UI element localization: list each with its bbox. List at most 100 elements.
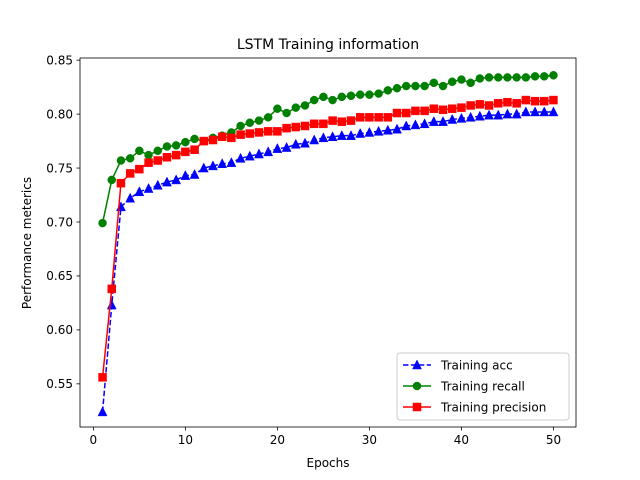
y-tick-label-6: 0.85 [46,53,73,67]
data-point-s1-50 [548,106,559,117]
data-point-s3-17 [245,129,255,138]
y-axis: 0.55 0.60 0.65 0.70 0.75 0.80 0.85 [46,53,80,391]
x-tick-label-0: 0 [90,433,98,447]
data-point-s2-33 [392,83,402,93]
data-point-s2-30 [365,90,374,99]
data-point-s2-36 [420,81,429,91]
data-point-s3-2 [107,284,116,294]
legend-marker-1 [412,359,422,370]
data-point-s2-22 [291,103,301,112]
x-tick-label-10: 10 [178,433,193,447]
data-point-s2-31 [374,89,383,98]
data-point-s1-44 [493,109,504,120]
data-point-s1-42 [474,110,485,121]
legend-box [396,352,570,421]
data-point-s3-31 [374,113,383,122]
data-point-s1-41 [465,111,476,122]
chart-title: LSTM Training information [237,37,419,53]
data-point-s1-22 [290,138,301,149]
data-point-s1-46 [511,108,522,119]
data-point-s3-18 [254,128,264,137]
data-point-s1-18 [254,148,264,159]
data-point-s2-6 [144,150,153,160]
legend-item-2: Training recall [403,379,525,393]
data-point-s3-46 [512,99,521,108]
data-point-s2-23 [300,101,310,110]
data-point-s2-9 [171,141,181,150]
data-point-s3-45 [503,97,512,107]
data-point-s3-32 [383,113,393,122]
legend-marker-3 [412,402,422,412]
data-point-s1-35 [410,119,421,130]
data-point-s3-43 [484,101,494,110]
data-point-s2-42 [475,74,485,83]
x-axis-label: Epochs [307,456,350,470]
data-point-s3-49 [540,96,549,106]
data-point-s1-45 [502,108,513,119]
data-point-s3-20 [273,127,282,136]
data-point-s3-12 [199,136,209,146]
data-point-s3-1 [98,373,107,382]
data-point-s1-38 [438,116,448,126]
data-point-s3-30 [365,113,374,122]
data-point-s1-4 [125,192,136,203]
legend-item-3: Training precision [403,400,546,414]
data-point-s1-11 [189,168,200,179]
data-point-s1-6 [143,182,154,193]
data-point-s3-34 [401,108,411,118]
data-point-s2-25 [319,92,328,102]
data-point-s1-32 [382,124,393,135]
series-1 [97,106,559,417]
data-point-s1-49 [539,106,550,117]
data-point-s1-15 [226,157,237,167]
data-point-s2-50 [549,71,558,80]
data-point-s1-7 [152,179,163,190]
data-point-s3-44 [493,99,503,108]
data-point-s1-21 [281,141,292,152]
data-point-s3-40 [457,103,466,112]
data-point-s2-18 [254,116,264,125]
data-point-s1-16 [235,152,246,163]
data-point-s3-6 [144,158,153,167]
data-point-s3-36 [420,106,429,116]
data-point-s2-5 [135,146,144,156]
data-point-s2-21 [282,108,291,118]
data-point-s2-39 [447,77,457,86]
data-point-s1-28 [346,130,356,140]
x-tick-label-20: 20 [270,433,285,447]
series-group [97,71,559,417]
data-point-s1-27 [336,130,347,140]
data-point-s1-17 [244,150,255,161]
legend-marker-2 [412,381,422,391]
data-point-s3-48 [530,96,540,106]
data-point-s1-48 [530,106,540,117]
data-point-s3-5 [135,164,144,174]
data-point-s2-7 [153,146,163,156]
data-point-s2-27 [337,92,347,102]
data-point-s1-40 [456,112,467,123]
data-point-s2-20 [273,104,282,113]
data-point-s3-9 [171,150,181,160]
data-point-s2-45 [503,73,512,82]
x-tick-label-30: 30 [362,433,377,447]
data-point-s2-16 [236,121,245,131]
y-tick-label-2: 0.65 [46,269,73,283]
data-point-s2-35 [411,81,420,91]
plot-area [79,57,577,428]
data-point-s3-3 [116,178,126,188]
data-point-s3-22 [291,122,301,132]
data-point-s3-35 [411,106,420,116]
data-point-s1-29 [355,127,366,138]
data-point-s2-38 [438,81,448,91]
data-point-s2-46 [512,73,521,82]
data-point-s3-15 [227,133,236,143]
data-point-s1-34 [401,120,412,131]
data-point-s3-23 [300,121,310,131]
data-point-s2-47 [521,73,531,82]
data-point-s3-21 [282,123,291,133]
data-point-s3-25 [319,119,328,129]
data-point-s3-28 [346,116,356,125]
data-point-s3-7 [153,156,163,165]
data-point-s1-30 [364,126,375,137]
data-point-s3-37 [429,104,439,113]
